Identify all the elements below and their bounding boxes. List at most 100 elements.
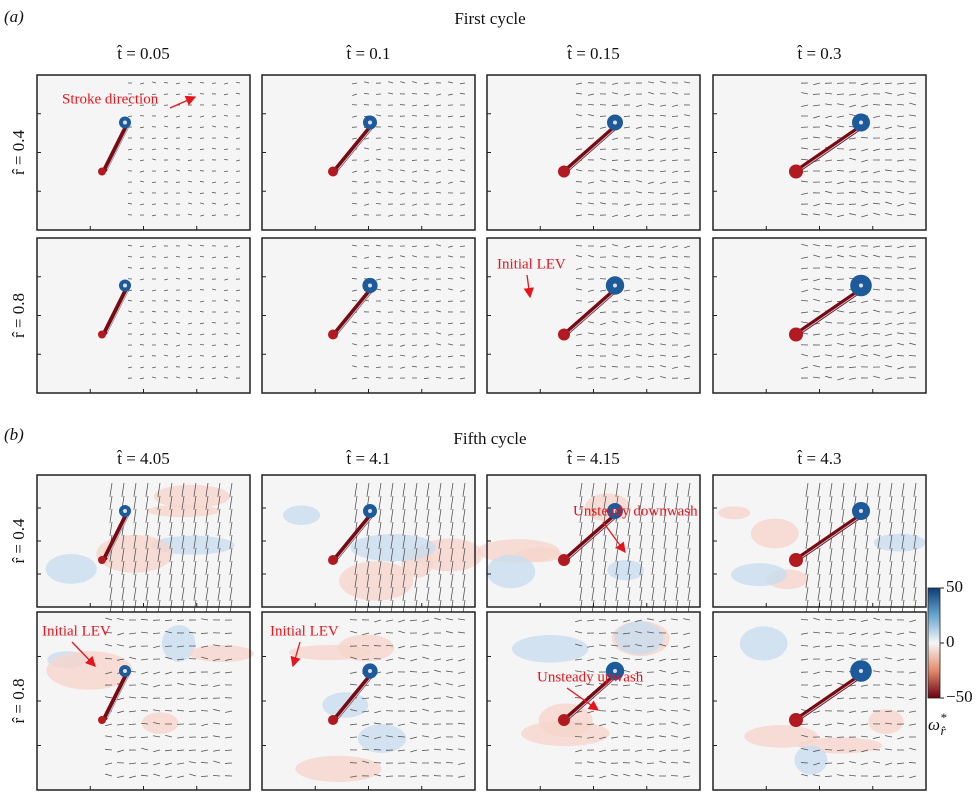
annotation: Stroke direction [62,91,159,107]
panel [487,612,700,790]
velocity-vector [188,290,192,291]
tev [98,168,106,176]
annotation: Initial LEV [497,256,566,272]
row-label: r̂ = 0.4 [9,518,28,563]
velocity-vector [398,736,405,737]
column-header: t̂ = 4.15 [567,449,620,468]
panel [37,238,250,393]
velocity-vector [412,290,417,291]
tev [558,329,570,341]
velocity-vector [909,762,916,763]
vorticity-blob [512,635,588,663]
velocity-vector [177,620,184,621]
tev [558,166,570,178]
vorticity-blob [162,625,196,662]
lev-core [613,121,617,125]
tev [98,716,106,724]
panel-background [37,238,250,393]
velocity-vector [612,366,618,367]
vorticity-blob [615,621,663,654]
column-header: t̂ = 0.05 [117,44,170,63]
velocity-vector [672,116,678,117]
velocity-vector [410,671,417,672]
velocity-vector [683,685,690,686]
vorticity-blob [350,534,436,561]
colorbar-label: ω*r̂ [928,710,947,738]
panel [487,75,700,230]
tev [789,553,803,567]
velocity-vector [635,698,642,699]
vorticity-blob [740,626,788,660]
velocity-vector [576,245,582,246]
velocity-vector [825,749,832,750]
lev-core [859,121,863,125]
velocity-vector [176,311,180,312]
velocity-vector [200,193,204,194]
tev [558,554,570,566]
lev-core [368,509,372,513]
colorbar-tick-label: −50 [946,687,973,706]
tev [789,165,803,179]
panel [262,238,475,393]
column-header: t̂ = 0.3 [797,44,842,63]
velocity-vector [837,204,844,205]
lev-core [368,669,372,673]
part-title: Fifth cycle [453,429,526,448]
velocity-vector [128,193,132,194]
velocity-vector [188,116,192,117]
lev-core [368,284,372,288]
lev-core [859,284,863,288]
panel [713,75,926,230]
lev-core [859,669,863,673]
panel [713,475,926,614]
tev [789,328,803,342]
panel [713,238,926,393]
column-header: t̂ = 4.1 [346,449,391,468]
vorticity-blob [718,506,750,519]
row-label: r̂ = 0.8 [9,293,28,338]
velocity-vector [176,278,180,279]
lev-core [123,509,127,513]
velocity-vector [684,138,690,139]
vorticity-blob [731,563,787,586]
panel-background [262,75,475,230]
vorticity-blob [607,560,644,580]
tev [98,556,106,564]
colorbar-tick-label: 50 [946,577,963,596]
vorticity-blob [283,505,320,525]
lev-core [123,669,127,673]
velocity-vector [436,377,441,378]
velocity-vector [612,149,618,150]
velocity-vector [424,267,429,268]
part-title: First cycle [454,9,525,28]
figure: (a)First cyclet̂ = 0.05t̂ = 0.1t̂ = 0.15… [0,0,980,796]
velocity-vector [671,775,678,776]
velocity-vector [576,138,582,139]
column-header: t̂ = 0.15 [567,44,620,63]
velocity-vector [188,257,192,258]
velocity-vector [600,312,606,313]
part-label: (b) [4,425,24,444]
colorbar-subscript: r̂ [941,723,947,738]
velocity-vector [188,160,192,161]
velocity-vector [448,267,453,268]
velocity-vector [212,215,216,216]
panel-background [487,75,700,230]
tev [328,555,338,565]
velocity-vector [200,311,204,312]
velocity-vector [140,301,144,302]
lev-core [613,284,617,288]
annotation: Unsteady downwash [573,503,698,519]
velocity-vector [141,710,148,711]
velocity-vector [612,160,618,161]
panel [262,475,483,614]
column-header: t̂ = 0.1 [346,44,391,63]
velocity-vector [200,181,204,182]
tev [789,713,803,727]
lev-core [123,121,127,125]
colorbar-tick-label: 0 [946,632,955,651]
tev [328,167,338,177]
velocity-vector [612,105,618,106]
row-label: r̂ = 0.4 [9,130,28,175]
annotation: Initial LEV [270,623,339,639]
